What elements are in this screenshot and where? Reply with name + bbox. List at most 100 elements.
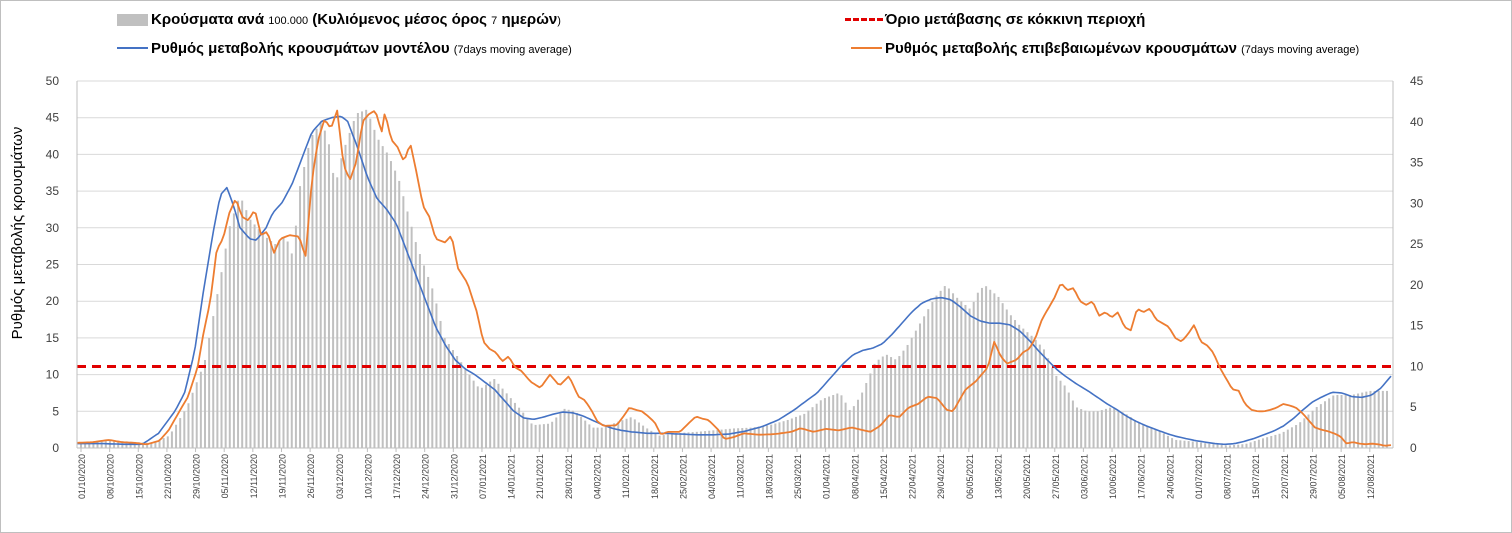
bar: [522, 412, 525, 448]
bar: [881, 356, 884, 448]
bar: [1071, 400, 1074, 448]
bar: [336, 177, 339, 448]
right-tick-label: 15: [1410, 319, 1424, 333]
bar: [203, 359, 206, 448]
bar: [224, 248, 227, 448]
x-tick-label: 10/12/2020: [363, 454, 373, 499]
bar: [509, 398, 512, 448]
bar: [1295, 425, 1298, 448]
bar: [1307, 414, 1310, 448]
bar: [261, 233, 264, 448]
bar: [914, 330, 917, 448]
bar: [1249, 442, 1252, 448]
x-tick-label: 19/11/2020: [277, 454, 287, 498]
bar: [1212, 444, 1215, 448]
bar: [385, 152, 388, 448]
bar: [861, 392, 864, 448]
bar: [208, 338, 211, 448]
x-tick-label: 14/01/2021: [507, 454, 517, 499]
bar: [704, 431, 707, 448]
bar: [695, 431, 698, 448]
bar: [985, 286, 988, 448]
bar: [179, 418, 182, 448]
right-tick-label: 5: [1410, 400, 1417, 414]
bar: [774, 423, 777, 448]
bar: [770, 424, 773, 448]
bar: [844, 402, 847, 448]
bar: [745, 427, 748, 448]
bar: [939, 290, 942, 448]
x-tick-label: 04/03/2021: [707, 454, 717, 499]
bar: [1233, 445, 1236, 448]
bar: [356, 113, 359, 448]
bar: [803, 413, 806, 448]
bar: [1084, 410, 1087, 448]
bar: [542, 424, 545, 448]
bar: [848, 409, 851, 448]
legend-confirmed-label: Ρυθμός μεταβολής επιβεβαιωμένων κρουσμάτ…: [885, 40, 1360, 57]
bar: [1047, 358, 1050, 448]
x-tick-label: 13/05/2021: [993, 454, 1003, 499]
bar: [150, 443, 153, 448]
bar: [1377, 390, 1380, 448]
bar: [699, 431, 702, 448]
x-tick-label: 17/06/2021: [1137, 454, 1147, 499]
bar: [894, 359, 897, 448]
bar: [232, 213, 235, 448]
x-tick-label: 29/07/2021: [1309, 454, 1319, 499]
bar: [175, 424, 178, 448]
left-tick-label: 30: [46, 221, 60, 235]
bar: [927, 309, 930, 448]
bar: [1005, 309, 1008, 448]
bar: [637, 422, 640, 448]
bar: [104, 441, 107, 448]
bar: [307, 147, 310, 448]
bar: [1319, 404, 1322, 448]
bar: [1357, 393, 1360, 448]
bar: [1154, 429, 1157, 448]
bar: [414, 242, 417, 448]
bar: [571, 410, 574, 448]
bar: [708, 430, 711, 448]
bar: [265, 237, 268, 448]
bar: [671, 433, 674, 448]
bar: [737, 428, 740, 448]
bar: [237, 200, 240, 448]
bar: [1245, 443, 1248, 448]
bar: [869, 373, 872, 448]
bar: [609, 424, 612, 448]
bar: [1303, 418, 1306, 448]
bar: [584, 420, 587, 448]
bar: [299, 186, 302, 448]
bar: [530, 423, 533, 448]
bar: [943, 286, 946, 448]
bar: [1166, 435, 1169, 448]
x-tick-label: 25/02/2021: [678, 454, 688, 499]
bar: [1142, 424, 1145, 448]
bar: [472, 380, 475, 448]
bar: [447, 344, 450, 448]
bar: [195, 382, 198, 448]
bar: [456, 355, 459, 448]
x-tick-label: 27/05/2021: [1051, 454, 1061, 499]
bar: [212, 316, 215, 448]
bar: [952, 293, 955, 448]
bar: [501, 388, 504, 448]
bar: [794, 416, 797, 448]
bar: [1237, 444, 1240, 448]
x-tick-label: 04/02/2021: [593, 454, 603, 499]
bar: [1109, 407, 1112, 448]
bar: [604, 426, 607, 448]
bar: [162, 438, 165, 448]
bar: [1138, 422, 1141, 448]
bar: [319, 122, 322, 449]
bar: [249, 219, 252, 448]
x-tick-label: 25/03/2021: [793, 454, 803, 499]
x-tick-label: 24/12/2020: [421, 454, 431, 499]
bar: [92, 441, 95, 448]
bar: [1204, 443, 1207, 448]
bar: [691, 432, 694, 448]
bar: [1158, 431, 1161, 448]
left-tick-label: 0: [52, 441, 59, 455]
